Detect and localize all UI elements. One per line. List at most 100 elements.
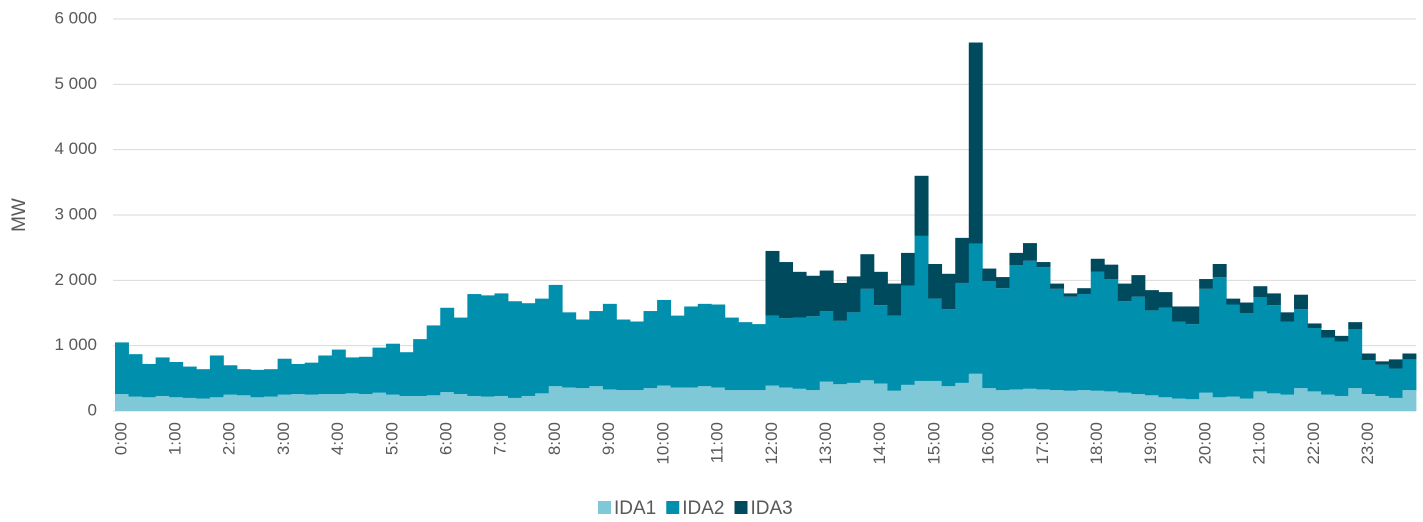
bar-segment xyxy=(629,321,644,391)
x-tick-label: 0:00 xyxy=(111,422,130,455)
bar-segment xyxy=(1266,293,1281,306)
bar-segment xyxy=(792,317,807,389)
bar-segment xyxy=(1022,388,1037,411)
bar-segment xyxy=(833,282,848,321)
bar-segment xyxy=(1253,286,1268,298)
bar-segment xyxy=(1172,321,1187,399)
bar-segment xyxy=(1144,290,1159,311)
bar-segment xyxy=(1144,310,1159,396)
bar-segment xyxy=(1361,360,1376,395)
x-tick-label: 16:00 xyxy=(979,422,998,465)
bar-segment xyxy=(223,365,238,395)
bar-segment xyxy=(941,386,956,411)
bar-segment xyxy=(1050,288,1065,391)
y-tick-label: 0 xyxy=(88,400,97,419)
bar-segment xyxy=(1022,260,1037,389)
x-tick-label: 17:00 xyxy=(1033,422,1052,465)
bar-segment xyxy=(873,305,888,384)
x-tick-label: 22:00 xyxy=(1304,422,1323,465)
bar-segment xyxy=(968,243,983,374)
bar-segment xyxy=(1266,305,1281,394)
bar-segment xyxy=(901,252,915,286)
bar-segment xyxy=(440,307,455,393)
bar-segment xyxy=(264,396,279,411)
x-tick-label: 14:00 xyxy=(870,422,889,465)
bar-segment xyxy=(1158,307,1173,398)
bar-segment xyxy=(860,288,875,381)
bar-segment xyxy=(1348,388,1363,411)
x-tick-label: 12:00 xyxy=(762,422,781,465)
bar-segment xyxy=(846,312,861,383)
bar-segment xyxy=(1131,275,1146,297)
bar-segment xyxy=(643,311,658,389)
bar-segment xyxy=(1144,395,1159,411)
bar-segment xyxy=(724,317,739,391)
bar-segment xyxy=(1253,391,1268,411)
bar-segment xyxy=(1090,390,1105,411)
bar-segment xyxy=(1185,306,1200,325)
bar-segment xyxy=(738,322,753,391)
bar-segment xyxy=(1212,264,1227,278)
bar-segment xyxy=(1009,252,1024,266)
bar-segment xyxy=(765,250,780,316)
bar-segment xyxy=(1375,395,1390,411)
bar-segment xyxy=(1307,328,1322,392)
bar-segment xyxy=(1104,279,1119,392)
bar-segment xyxy=(1402,390,1417,411)
bar-segment xyxy=(697,303,712,387)
bar-segment xyxy=(1307,323,1322,329)
bar-segment xyxy=(589,311,604,387)
bar-segment xyxy=(1063,390,1078,411)
bar-segment xyxy=(914,175,929,236)
bar-segment xyxy=(616,390,631,411)
bar-segment xyxy=(1294,309,1308,389)
bar-segment xyxy=(819,270,834,312)
x-tick-label: 10:00 xyxy=(653,422,672,465)
bar-segment xyxy=(128,354,143,397)
x-tick-label: 15:00 xyxy=(924,422,943,465)
bar-segment xyxy=(1212,397,1227,411)
bar-segment xyxy=(1361,394,1376,411)
x-tick-label: 9:00 xyxy=(599,422,618,455)
bar-segment xyxy=(277,358,292,395)
bar-segment xyxy=(562,387,577,411)
bar-segment xyxy=(860,254,875,289)
bar-segment xyxy=(1239,313,1254,399)
bar-segment xyxy=(887,390,902,411)
bar-segment xyxy=(128,396,143,411)
bar-segment xyxy=(467,294,482,396)
bar-segment xyxy=(575,388,590,411)
bar-segment xyxy=(386,343,400,395)
bar-segment xyxy=(914,380,929,411)
bar-segment xyxy=(250,397,265,411)
x-tick-label: 11:00 xyxy=(708,422,727,463)
bar-segment xyxy=(1280,394,1295,411)
bar-segment xyxy=(914,235,929,381)
bar-segment xyxy=(480,295,495,397)
bar-segment xyxy=(209,397,224,411)
bar-segment xyxy=(169,397,184,411)
bar-segment xyxy=(1063,293,1078,297)
bar-segment xyxy=(1253,297,1268,392)
bar-segment xyxy=(602,303,617,390)
bar-segment xyxy=(1185,399,1200,411)
bar-segment xyxy=(833,320,848,385)
bar-segment xyxy=(331,349,346,395)
bar-segment xyxy=(819,311,834,382)
bar-segment xyxy=(1022,243,1037,261)
bar-segment xyxy=(345,393,360,411)
bar-segment xyxy=(535,298,550,394)
bar-segment xyxy=(372,392,387,411)
x-tick-label: 23:00 xyxy=(1358,422,1377,465)
bar-segment xyxy=(535,393,550,411)
bar-segment xyxy=(1388,397,1403,411)
bar-segment xyxy=(765,385,780,411)
x-tick-label: 3:00 xyxy=(274,422,293,455)
bar-segment xyxy=(1077,294,1092,391)
bar-segment xyxy=(223,394,238,411)
bar-segment xyxy=(358,356,373,395)
bar-segment xyxy=(657,299,672,386)
bar-segment xyxy=(1375,364,1390,396)
legend-swatch xyxy=(666,501,680,514)
bar-segment xyxy=(115,342,129,395)
